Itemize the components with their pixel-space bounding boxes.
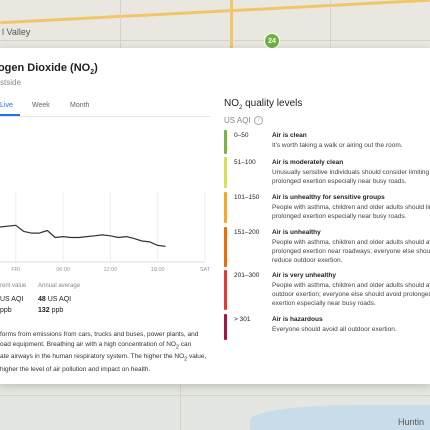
map-road xyxy=(0,40,430,41)
level-title: Air is moderately clean xyxy=(272,159,344,166)
tab-month[interactable]: Month xyxy=(70,102,90,109)
chart-x-tick-label: 18:00 xyxy=(151,267,165,273)
chart-svg: FRI 06:00 12:00 18:00 SAT xyxy=(0,192,211,273)
level-description: Everyone should avoid all outdoor exerti… xyxy=(272,326,397,333)
annual-average-label: Annual average xyxy=(38,283,81,289)
level-title: Air is very unhealthy xyxy=(272,272,336,279)
average-aqi-unit: US AQI xyxy=(47,296,72,303)
level-color-bar xyxy=(224,157,227,188)
level-title: Air is unhealthy xyxy=(272,229,321,236)
level-range: 101–150 xyxy=(234,194,260,201)
level-item: 201–300 Air is very unhealthy People wit… xyxy=(224,270,430,310)
tab-live[interactable]: Live xyxy=(0,102,13,109)
description-line: forms from emissions from cars, trucks a… xyxy=(0,331,199,338)
map-road xyxy=(180,384,181,430)
active-tab-indicator xyxy=(0,114,20,116)
aqi-scale-label: US AQI xyxy=(224,116,251,125)
time-range-tabs: Live Week Month xyxy=(0,100,210,117)
chart-x-tick-label: FRI xyxy=(11,267,20,273)
average-aqi: 48 US AQI xyxy=(38,296,71,303)
no2-live-chart: FRI 06:00 12:00 18:00 SAT xyxy=(0,188,215,283)
level-description: Unusually sensitive individuals should c… xyxy=(272,169,430,185)
description-line: ate airways in the human respiratory sys… xyxy=(0,353,207,363)
level-description: People with asthma, children and older a… xyxy=(272,239,430,264)
level-color-bar xyxy=(224,270,227,310)
chart-x-tick-label: SAT xyxy=(200,267,211,273)
average-ppb: 132 ppb xyxy=(38,307,63,314)
map-place-label: l Valley xyxy=(2,27,31,37)
chart-x-tick-label: 06:00 xyxy=(56,267,70,273)
level-title: Air is hazardous xyxy=(272,316,323,323)
level-color-bar xyxy=(224,314,227,340)
level-item: 51–100 Air is moderately clean Unusually… xyxy=(224,157,430,190)
level-description: It's worth taking a walk or airing out t… xyxy=(272,142,403,149)
level-range: 201–300 xyxy=(234,272,260,279)
description-line: oad equipment. Breathing air with a high… xyxy=(0,340,192,350)
current-aqi-unit: US AQI xyxy=(0,296,24,303)
current-ppb-unit: ppb xyxy=(0,307,12,314)
level-range: 0–50 xyxy=(234,132,249,139)
map-road xyxy=(330,0,331,52)
pollutant-detail-panel: trogen Dioxide (NO2) stside Live Week Mo… xyxy=(0,48,430,384)
level-color-bar xyxy=(224,192,227,223)
chart-x-tick-label: 12:00 xyxy=(104,267,118,273)
level-range: 51–100 xyxy=(234,159,256,166)
average-aqi-value: 48 xyxy=(38,296,46,303)
aqi-map-marker[interactable]: 24 xyxy=(264,33,280,49)
level-range: 151–200 xyxy=(234,229,260,236)
level-title: Air is clean xyxy=(272,132,307,139)
pollutant-description: forms from emissions from cars, trucks a… xyxy=(0,330,215,375)
aqi-map-marker-value: 24 xyxy=(268,37,276,45)
level-item: > 301 Air is hazardous Everyone should a… xyxy=(224,314,430,340)
map-road xyxy=(230,0,233,52)
quality-levels-title: NO2 quality levels xyxy=(224,98,303,111)
level-color-bar xyxy=(224,130,227,154)
map-place-label-bottom: Huntin xyxy=(398,417,425,427)
level-item: 0–50 Air is clean It's worth taking a wa… xyxy=(224,130,430,156)
pollutant-title: trogen Dioxide (NO2) xyxy=(0,62,98,77)
level-title: Air is unhealthy for sensitive groups xyxy=(272,194,385,201)
level-range: > 301 xyxy=(234,316,251,323)
level-color-bar xyxy=(224,227,227,267)
location-name: stside xyxy=(0,78,21,87)
current-value-label: rent value xyxy=(0,283,27,289)
map-road xyxy=(0,395,430,396)
level-description: People with asthma, children and older a… xyxy=(272,204,430,220)
map-road xyxy=(120,0,121,52)
level-item: 101–150 Air is unhealthy for sensitive g… xyxy=(224,192,430,225)
ocean-area xyxy=(250,405,430,430)
average-ppb-value: 132 xyxy=(38,307,50,314)
map-top-area xyxy=(0,0,430,52)
chart-series-line xyxy=(0,224,166,247)
description-line: higher the level of air pollution and im… xyxy=(0,366,151,374)
tab-week[interactable]: Week xyxy=(32,102,50,109)
info-icon[interactable]: i xyxy=(254,116,263,125)
level-description: People with asthma, children and older a… xyxy=(272,282,430,307)
level-item: 151–200 Air is unhealthy People with ast… xyxy=(224,227,430,267)
average-ppb-unit: ppb xyxy=(51,307,64,314)
